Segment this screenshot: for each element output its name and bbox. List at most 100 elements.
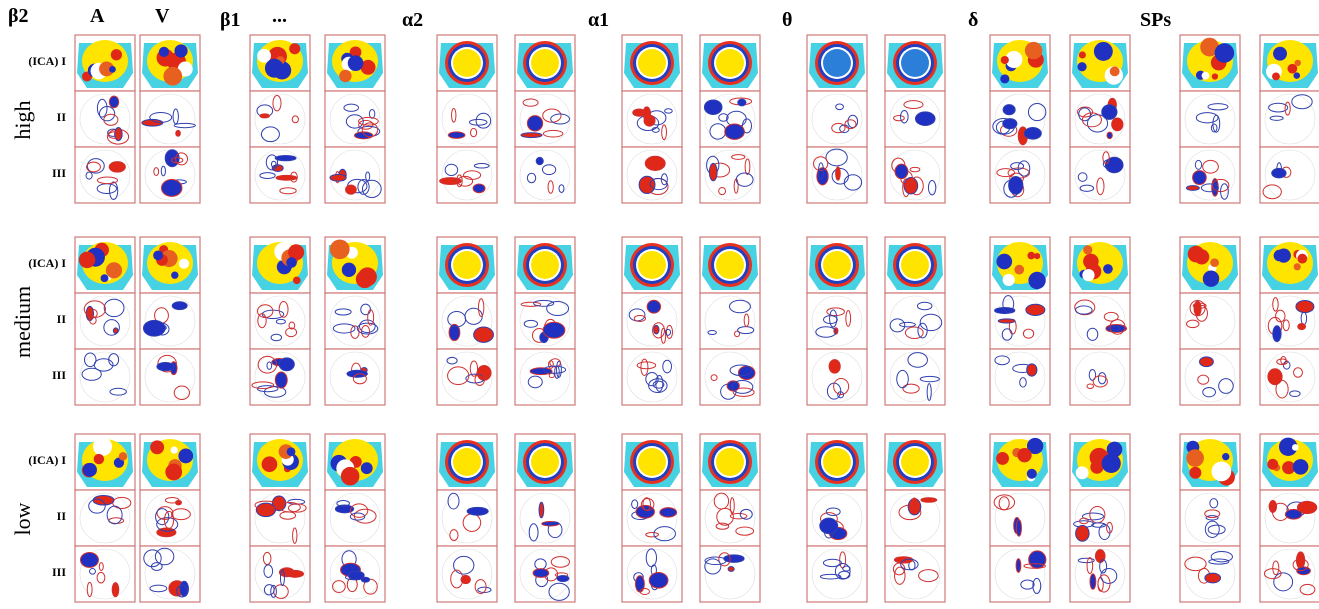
head-outline [1184,149,1236,201]
head-outline [79,492,131,544]
contour [173,122,196,129]
contour [343,103,360,112]
contour [1081,512,1104,521]
contour [739,508,753,520]
topomap [884,90,946,148]
contour [448,323,461,342]
component-label: II [57,509,67,523]
contour [837,391,845,399]
contour [1106,521,1113,534]
head-outline [704,351,756,403]
panel-frame [436,489,498,547]
contour [266,361,273,370]
contour [661,124,667,141]
head-outline [329,548,381,600]
head-outline [441,492,493,544]
contour [917,322,928,339]
blob [1267,458,1279,470]
band-label: α2 [402,9,423,31]
contour [665,324,673,339]
head-outline [519,351,571,403]
contour [108,95,120,109]
blob [360,59,376,75]
topomap [514,90,576,148]
contour [363,578,378,595]
contour [660,327,667,344]
contour [1272,325,1282,343]
contour [473,326,494,343]
contour [1025,303,1046,317]
panel-frame [514,90,576,148]
topomap [436,90,498,148]
head-outline [329,93,381,145]
contour [171,301,188,311]
blob [453,251,481,279]
contour [103,298,125,318]
topomap [249,433,311,491]
contour [1189,299,1206,317]
head-outline [1264,492,1316,544]
panel-frame [436,90,498,148]
blob [360,462,373,475]
contour [997,318,1016,324]
contour [998,496,1010,511]
blob [1026,468,1037,479]
contour [1220,183,1229,200]
contour [96,98,108,118]
contour [927,180,937,196]
contour [834,563,851,580]
contour [278,301,289,318]
blob [1211,461,1232,482]
contour [1204,572,1222,584]
topomap [436,489,498,547]
blob [163,66,183,86]
contour [546,300,570,317]
contour [466,506,489,516]
component-label: III [52,368,66,382]
contour [86,158,105,174]
contour [547,180,554,194]
blob [1083,245,1093,255]
topomap [1069,433,1131,491]
contour [474,579,487,594]
contour [634,575,645,593]
contour [81,367,102,381]
contour [1032,577,1042,594]
head-outline [889,93,941,145]
panel-frame [1069,146,1131,204]
panel-frame [74,146,136,204]
head-outline [1264,548,1316,600]
contour [336,500,350,507]
contour [1293,367,1303,378]
contour [645,548,658,568]
topomap [1179,146,1241,204]
head-outline [994,93,1046,145]
contour [1086,383,1094,390]
contour [451,107,457,123]
topomap [74,292,136,350]
contour [103,113,119,126]
topomap [1259,489,1319,547]
topomap [324,90,386,148]
contour [112,327,119,334]
blob [1267,242,1313,284]
contour [1184,556,1207,572]
contour [718,113,729,122]
contour [920,497,938,503]
contour [259,113,271,119]
contour [893,114,905,122]
topomap [74,348,136,406]
panel-frame [514,489,576,547]
head-outline [1184,295,1236,347]
contour [707,329,717,336]
contour [285,327,298,338]
contour [731,154,746,160]
contour [361,179,382,199]
contour [918,569,939,583]
topomap [436,545,498,603]
topomap [884,292,946,350]
contour [163,510,175,529]
contour [88,498,106,514]
contour [285,569,305,578]
blob [1276,248,1291,263]
